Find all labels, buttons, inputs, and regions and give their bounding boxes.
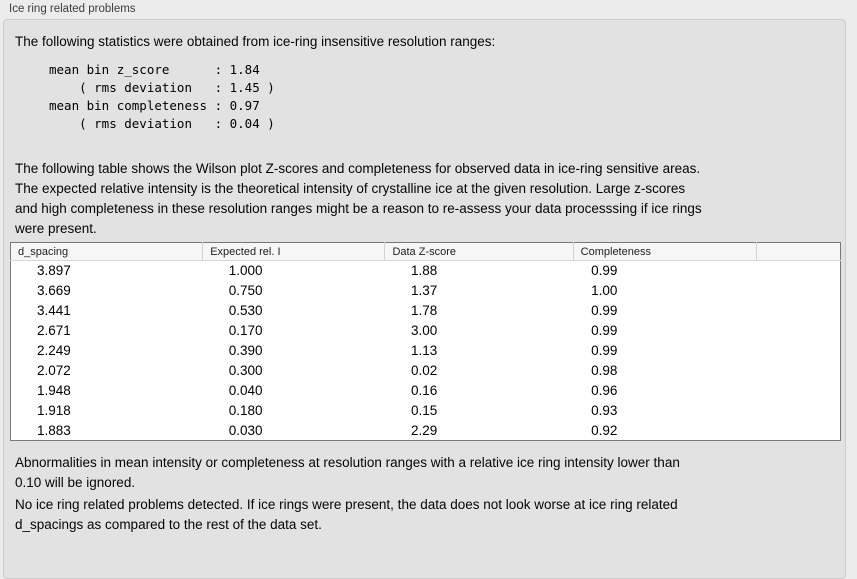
table-cell: 1.00: [591, 283, 618, 298]
table-cell: 1.000: [228, 263, 263, 279]
table-cell: 0.180: [228, 403, 263, 418]
table-cell: [756, 321, 840, 341]
table-body: 3.897 1.000 1.88 0.99 3.669 0.750 1.37 1.00 3.44…: [11, 261, 841, 441]
table-cell: 3.00: [410, 323, 438, 338]
table-row[interactable]: 1.883 0.030 2.29 0.92: [11, 421, 841, 441]
table-cell: 0.16: [410, 383, 438, 398]
table-row[interactable]: 2.249 0.390 1.13 0.99: [11, 341, 841, 361]
table-cell: [756, 301, 840, 321]
table-row[interactable]: 2.072 0.300 0.02 0.98: [11, 361, 841, 381]
table-cell: [756, 341, 840, 361]
table-cell: 2.671: [37, 323, 71, 338]
table-cell: 2.249: [37, 343, 71, 358]
table-cell: 1.918: [37, 403, 71, 418]
table-cell: 0.96: [591, 383, 618, 398]
column-header-data-z-score[interactable]: Data Z-score: [384, 242, 574, 261]
table-cell: 1.37: [410, 283, 438, 298]
table-cell: 0.98: [591, 363, 618, 378]
intro-text: The following statistics were obtained f…: [15, 34, 496, 49]
table-cell: 0.02: [410, 363, 438, 378]
table-row[interactable]: 3.897 1.000 1.88 0.99: [11, 261, 841, 281]
groupbox-title: Ice ring related problems: [9, 3, 136, 15]
column-header-completeness[interactable]: Completeness: [572, 242, 757, 261]
ignore-note: Abnormalities in mean intensity or compl…: [15, 455, 680, 490]
table-cell: 2.072: [37, 363, 71, 378]
table-cell: 0.15: [410, 403, 438, 418]
table-cell: 3.669: [37, 283, 71, 298]
table-cell: 0.300: [228, 363, 263, 378]
column-header-empty[interactable]: [755, 242, 841, 261]
table-header-row: d_spacing Expected rel. I Data Z-score Comp…: [10, 242, 841, 261]
table-cell: 0.93: [591, 403, 618, 418]
table-cell: 0.040: [228, 383, 263, 398]
table-cell: 1.883: [37, 422, 71, 438]
ice-ring-table: d_spacing Expected rel. I Data Z-score Comp…: [10, 242, 841, 441]
table-cell: [756, 261, 840, 281]
table-cell: [756, 281, 840, 301]
table-cell: [756, 401, 840, 421]
ice-ring-panel: The following statistics were obtained f…: [3, 19, 846, 579]
column-header-d-spacing[interactable]: d_spacing: [10, 242, 203, 261]
table-cell: [756, 381, 840, 401]
table-cell: 0.99: [591, 343, 618, 358]
table-cell: 3.441: [37, 303, 71, 318]
table-cell: 0.99: [591, 323, 618, 338]
table-cell: 3.897: [37, 263, 71, 279]
table-cell: 0.99: [591, 263, 618, 279]
table-cell: [756, 361, 840, 381]
table-row[interactable]: 3.441 0.530 1.78 0.99: [11, 301, 841, 321]
table-cell: 2.29: [410, 422, 438, 438]
table-cell: 0.92: [591, 422, 618, 438]
table-cell: 0.530: [228, 303, 263, 318]
table-row[interactable]: 1.948 0.040 0.16 0.96: [11, 381, 841, 401]
stats-block: mean bin z_score : 1.84 ( rms deviation …: [49, 62, 275, 131]
table-cell: 1.78: [410, 303, 438, 318]
table-cell: 0.99: [591, 303, 618, 318]
table-cell: 0.030: [228, 422, 263, 438]
table-cell: [756, 421, 840, 441]
table-cell: 0.390: [228, 343, 263, 358]
table-cell: 1.948: [37, 383, 71, 398]
table-cell: 1.88: [410, 263, 438, 279]
conclusion-text: No ice ring related problems detected. I…: [15, 497, 678, 532]
table-cell: 0.170: [228, 323, 263, 338]
column-header-expected-rel-i[interactable]: Expected rel. I: [202, 242, 385, 261]
table-row[interactable]: 1.918 0.180 0.15 0.93: [11, 401, 841, 421]
table-row[interactable]: 2.671 0.170 3.00 0.99: [11, 321, 841, 341]
table-cell: 0.750: [228, 283, 263, 298]
table-cell: 1.13: [410, 343, 438, 358]
table-description: The following table shows the Wilson plo…: [15, 161, 702, 236]
table-row[interactable]: 3.669 0.750 1.37 1.00: [11, 281, 841, 301]
